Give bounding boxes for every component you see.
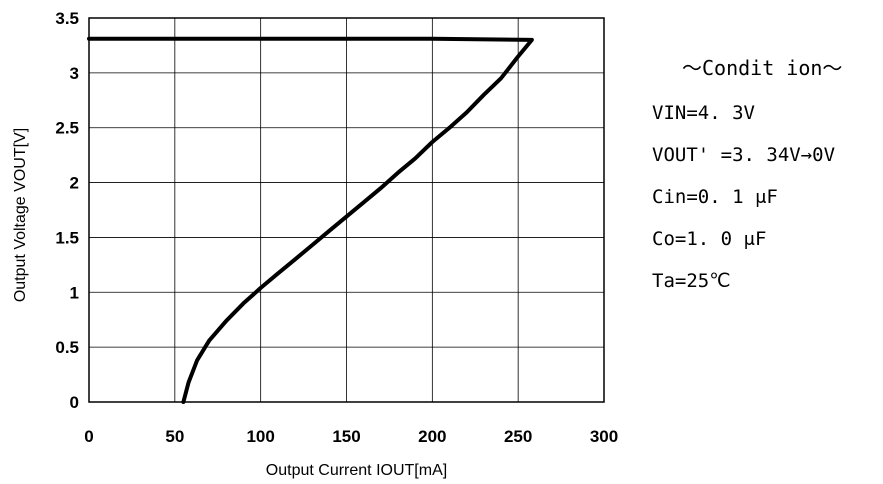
condition-vout: VOUT' =3. 34V→0V <box>652 144 836 166</box>
y-tick-labels: 0 0.5 1 1.5 2 2.5 3 3.5 <box>55 9 79 412</box>
x-tick-label: 150 <box>332 427 360 446</box>
y-tick-label: 3 <box>70 64 79 83</box>
condition-co: Co=1. 0 μF <box>652 228 767 250</box>
y-axis-title: Output Voltage VOUT[V] <box>12 128 29 302</box>
condition-ta: Ta=25℃ <box>652 270 731 292</box>
y-tick-label: 2.5 <box>55 119 79 138</box>
conditions-panel: ～Condit ion～ VIN=4. 3V VOUT' =3. 34V→0V … <box>652 52 877 311</box>
y-tick-label: 3.5 <box>55 9 79 28</box>
x-tick-label: 250 <box>504 427 532 446</box>
y-tick-label: 2 <box>70 174 79 193</box>
x-axis-title: Output Current IOUT[mA] <box>266 462 447 479</box>
y-tick-label: 1.5 <box>55 228 79 247</box>
y-tick-label: 0.5 <box>55 338 79 357</box>
series-line <box>87 36 534 404</box>
y-tick-label: 1 <box>70 283 79 302</box>
x-tick-labels: 0 50 100 150 200 250 300 <box>84 427 618 446</box>
x-tick-label: 300 <box>590 427 618 446</box>
grid <box>88 17 605 403</box>
x-tick-label: 0 <box>84 427 93 446</box>
series-layer <box>87 36 534 404</box>
y-tick-label: 0 <box>70 393 79 412</box>
condition-cin: Cin=0. 1 μF <box>652 186 778 208</box>
conditions-title: ～Condit ion～ <box>682 56 843 80</box>
condition-vin: VIN=4. 3V <box>652 102 755 124</box>
x-tick-label: 100 <box>246 427 274 446</box>
x-tick-label: 200 <box>418 427 446 446</box>
plot-area-frame <box>88 17 605 403</box>
x-tick-label: 50 <box>165 427 184 446</box>
